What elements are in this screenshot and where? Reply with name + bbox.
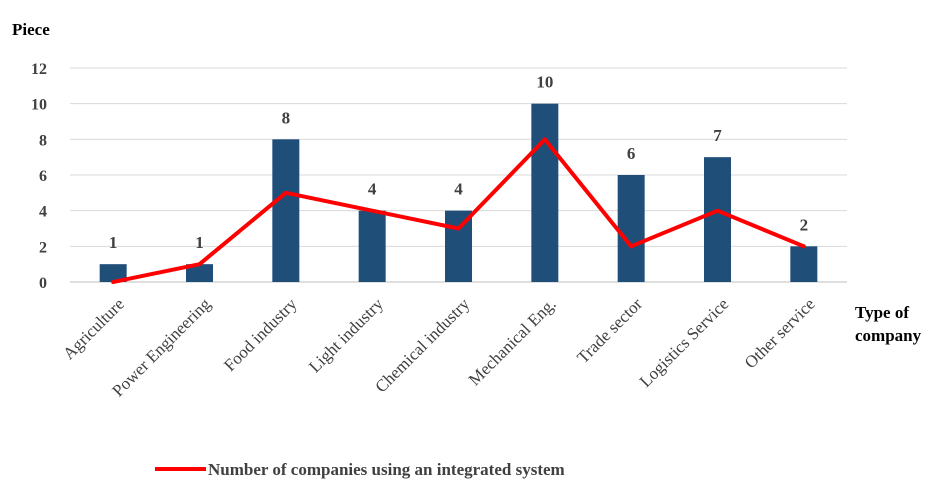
y-tick-label-6: 6: [39, 168, 47, 185]
bar-3: [358, 210, 386, 282]
legend: Number of companies using an integrated …: [155, 460, 565, 479]
data-label-2: 8: [282, 108, 291, 127]
line-series: [111, 137, 806, 284]
x-axis-title-line-2: company: [855, 326, 922, 345]
bar-1: [186, 264, 213, 282]
line-point-1: [198, 262, 201, 266]
y-tick-label-10: 10: [31, 97, 47, 114]
x-tick-label-3: Light industry: [305, 294, 387, 376]
y-tick-label-2: 2: [39, 239, 47, 256]
line-point-2: [284, 191, 288, 195]
x-tick-label-4: Chemical industry: [371, 294, 473, 396]
data-labels: 1 1 8 4 4 10 6 7 2: [109, 73, 808, 253]
bar-series: [99, 103, 818, 283]
legend-label: Number of companies using an integrated …: [208, 460, 565, 479]
line-point-6: [629, 244, 633, 248]
x-axis-title-line-1: Type of: [855, 303, 909, 322]
line-point-0: [111, 280, 115, 284]
x-tick-label-8: Other service: [741, 294, 819, 372]
data-label-4: 4: [454, 180, 463, 199]
data-label-8: 2: [800, 215, 809, 234]
data-label-7: 7: [713, 126, 722, 145]
data-label-0: 1: [109, 233, 118, 252]
data-label-6: 6: [627, 144, 636, 163]
data-label-5: 10: [536, 73, 553, 92]
line-point-4: [457, 227, 460, 230]
data-label-1: 1: [195, 233, 204, 252]
x-axis-title: Type of company: [855, 303, 922, 345]
y-tick-label-0: 0: [39, 275, 47, 292]
bar-2: [272, 139, 300, 282]
y-tick-label-8: 8: [39, 132, 47, 149]
x-tick-label-0: Agriculture: [59, 294, 128, 363]
y-tick-labels: 0 2 4 6 8 10 12: [31, 61, 47, 292]
x-tick-label-7: Logistics Service: [636, 294, 733, 391]
y-tick-label-12: 12: [31, 61, 47, 78]
y-tick-label-4: 4: [39, 204, 47, 221]
line-point-8: [802, 244, 806, 248]
line-point-5: [543, 137, 547, 141]
data-label-3: 4: [368, 180, 377, 199]
x-tick-label-5: Mechanical Eng.: [465, 294, 560, 389]
bar-0: [99, 264, 127, 282]
line-point-7: [716, 209, 719, 213]
line-point-3: [370, 209, 374, 213]
bar-6: [617, 175, 645, 282]
bar-5: [531, 103, 559, 283]
bar-7: [704, 157, 731, 282]
x-tick-label-6: Trade sector: [573, 294, 646, 367]
x-tick-label-2: Food industry: [220, 294, 301, 375]
bar-4: [445, 210, 472, 282]
y-axis-title: Piece: [12, 20, 50, 39]
bar-8: [790, 246, 818, 282]
